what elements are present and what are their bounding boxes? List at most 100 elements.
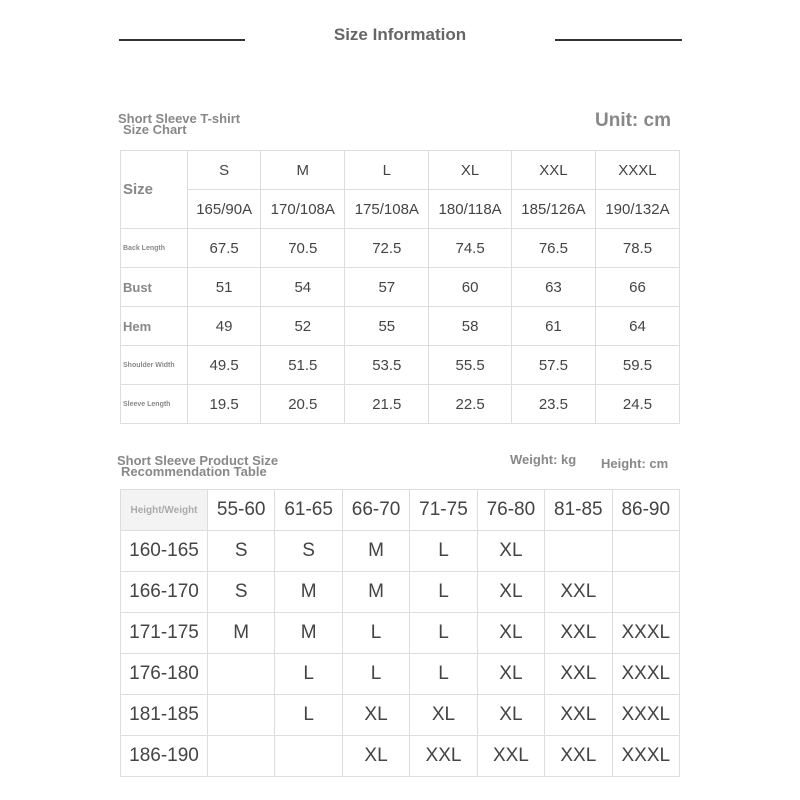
table-cell: XL xyxy=(476,571,546,613)
table-cell: 55.5 xyxy=(428,345,512,385)
recommendation-table: Height/Weight 55-60 61-65 66-70 71-75 76-80 81… xyxy=(120,489,681,777)
page-title: Size Information xyxy=(333,25,467,44)
table-cell: XXL xyxy=(544,653,613,695)
table-cell: 23.5 xyxy=(510,384,596,424)
table-cell: S xyxy=(206,530,276,572)
table-cell: S xyxy=(274,530,343,572)
table-cell: 55 xyxy=(344,306,430,346)
weight-header: 76-80 xyxy=(476,489,546,531)
size-header: XXXL xyxy=(594,150,681,190)
weight-header-row: Height/Weight 55-60 61-65 66-70 71-75 76-80 81… xyxy=(120,489,681,531)
table-cell xyxy=(274,735,343,777)
size-header: XXL xyxy=(510,150,596,190)
recommendation-title-line2: Recommendation Table xyxy=(121,464,267,479)
table-cell: XXL xyxy=(409,735,478,777)
weight-header: 66-70 xyxy=(341,489,411,531)
table-cell: XL xyxy=(341,694,411,736)
table-cell: 24.5 xyxy=(594,384,681,424)
table-row: 166-170 S M M L XL XXL xyxy=(120,571,681,613)
row-label: Bust xyxy=(120,267,188,307)
table-cell xyxy=(611,530,681,572)
row-label: Sleeve Length xyxy=(120,384,188,424)
table-cell: 21.5 xyxy=(344,384,430,424)
table-cell: 49.5 xyxy=(186,345,262,385)
table-row: 176-180 L L L XL XXL XXXL xyxy=(120,653,681,695)
size-code: 190/132A xyxy=(594,189,681,229)
table-cell: 66 xyxy=(594,267,681,307)
table-cell: 53.5 xyxy=(344,345,430,385)
table-cell: L xyxy=(341,653,411,695)
table-cell: XXL xyxy=(544,735,613,777)
row-label: Back Length xyxy=(120,228,188,268)
size-code: 175/108A xyxy=(344,189,430,229)
table-cell: 60 xyxy=(428,267,512,307)
table-cell: XXXL xyxy=(611,612,681,654)
table-cell: 51 xyxy=(186,267,262,307)
table-cell: XXL xyxy=(476,735,546,777)
size-code: 165/90A xyxy=(186,189,262,229)
weight-header: 86-90 xyxy=(611,489,681,531)
table-cell: L xyxy=(409,612,478,654)
table-cell: 58 xyxy=(428,306,512,346)
table-cell xyxy=(544,530,613,572)
height-label: 166-170 xyxy=(120,571,208,613)
size-code: 185/126A xyxy=(510,189,596,229)
table-row: Shoulder Width 49.5 51.5 53.5 55.5 57.5 59.5 xyxy=(120,345,681,385)
table-cell xyxy=(611,571,681,613)
divider-left xyxy=(119,39,245,41)
table-cell xyxy=(206,694,276,736)
table-cell: XXXL xyxy=(611,694,681,736)
table-cell: L xyxy=(409,571,478,613)
table-cell: 59.5 xyxy=(594,345,681,385)
table-cell: 51.5 xyxy=(260,345,346,385)
table-row: Sleeve Length 19.5 20.5 21.5 22.5 23.5 24.5 xyxy=(120,384,681,424)
weight-unit-label: Weight: kg xyxy=(510,452,577,467)
table-cell: M xyxy=(274,612,343,654)
recommendation-title-line1: Short Sleeve Product Size xyxy=(117,453,279,468)
table-cell: M xyxy=(341,571,411,613)
weight-header: 71-75 xyxy=(409,489,478,531)
table-cell: 67.5 xyxy=(186,228,262,268)
height-label: 176-180 xyxy=(120,653,208,695)
size-code-row: 165/90A 170/108A 175/108A 180/118A 185/126A 1… xyxy=(121,189,681,229)
table-cell: 49 xyxy=(186,306,262,346)
table-cell: 52 xyxy=(260,306,346,346)
size-header: L xyxy=(344,150,430,190)
table-cell: L xyxy=(274,694,343,736)
table-cell: XXL xyxy=(544,694,613,736)
table-cell: L xyxy=(409,653,478,695)
height-label: 186-190 xyxy=(120,735,208,777)
unit-label: Unit: cm xyxy=(595,110,671,131)
size-label: Size xyxy=(120,150,188,229)
size-chart-title-line2: Size Chart xyxy=(123,122,187,137)
table-cell: XXL xyxy=(544,612,613,654)
table-cell xyxy=(206,735,276,777)
table-row: 160-165 S S M L XL xyxy=(120,530,681,572)
height-unit-label: Height: cm xyxy=(601,456,669,471)
table-cell: XL xyxy=(341,735,411,777)
table-cell: L xyxy=(341,612,411,654)
table-cell: 22.5 xyxy=(428,384,512,424)
table-cell: 57 xyxy=(344,267,430,307)
divider-right xyxy=(555,39,682,41)
table-cell: XXL xyxy=(544,571,613,613)
table-cell: XXXL xyxy=(611,735,681,777)
weight-header: 55-60 xyxy=(206,489,276,531)
table-cell: 63 xyxy=(510,267,596,307)
table-cell: 54 xyxy=(260,267,346,307)
table-row: Hem 49 52 55 58 61 64 xyxy=(120,306,681,346)
size-header: S xyxy=(186,150,262,190)
table-cell: 20.5 xyxy=(260,384,346,424)
table-cell: XL xyxy=(476,653,546,695)
weight-header: 81-85 xyxy=(544,489,613,531)
table-cell: XL xyxy=(476,694,546,736)
size-header: M xyxy=(260,150,346,190)
table-cell: 19.5 xyxy=(186,384,262,424)
table-cell: M xyxy=(274,571,343,613)
table-cell: XL xyxy=(476,530,546,572)
table-cell: XL xyxy=(476,612,546,654)
table-cell: M xyxy=(341,530,411,572)
table-cell: 61 xyxy=(510,306,596,346)
table-cell: S xyxy=(206,571,276,613)
table-cell xyxy=(206,653,276,695)
